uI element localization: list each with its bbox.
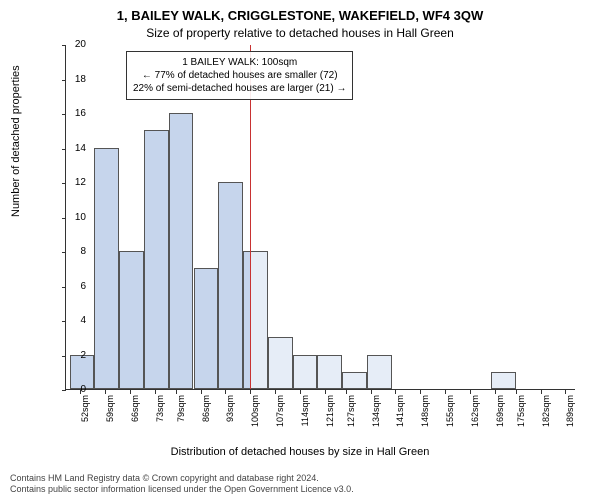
histogram-bar — [491, 372, 516, 389]
x-tick-label: 66sqm — [130, 395, 140, 435]
footer-text: Contains HM Land Registry data © Crown c… — [10, 473, 590, 496]
y-tick-label: 14 — [61, 143, 86, 154]
y-tick-label: 20 — [61, 39, 86, 50]
chart-subtitle: Size of property relative to detached ho… — [0, 26, 600, 40]
histogram-bar — [169, 113, 194, 389]
y-tick-label: 6 — [61, 281, 86, 292]
x-tick-label: 93sqm — [225, 395, 235, 435]
footer-line1: Contains HM Land Registry data © Crown c… — [10, 473, 319, 483]
x-tick-label: 73sqm — [155, 395, 165, 435]
x-tick-label: 107sqm — [275, 395, 285, 435]
annotation-box: 1 BAILEY WALK: 100sqm ← 77% of detached h… — [126, 51, 353, 100]
histogram-bar — [317, 355, 342, 390]
x-tick-label: 114sqm — [300, 395, 310, 435]
x-axis-label: Distribution of detached houses by size … — [0, 446, 600, 458]
y-tick-label: 2 — [61, 350, 86, 361]
y-tick-label: 8 — [61, 246, 86, 257]
x-tick-label: 134sqm — [371, 395, 381, 435]
x-tick-label: 182sqm — [541, 395, 551, 435]
x-tick-label: 175sqm — [516, 395, 526, 435]
y-axis-label: Number of detached properties — [10, 65, 22, 217]
histogram-bar — [268, 337, 293, 389]
histogram-bar — [119, 251, 144, 389]
y-tick-label: 4 — [61, 315, 86, 326]
x-tick-label: 162sqm — [470, 395, 480, 435]
x-tick-label: 141sqm — [395, 395, 405, 435]
x-tick-label: 127sqm — [346, 395, 356, 435]
y-tick-label: 10 — [61, 212, 86, 223]
x-tick-label: 52sqm — [80, 395, 90, 435]
histogram-bar — [194, 268, 219, 389]
x-tick-label: 100sqm — [250, 395, 260, 435]
y-tick-label: 0 — [61, 384, 86, 395]
annot-line1: 1 BAILEY WALK: 100sqm — [182, 57, 297, 68]
x-tick-label: 121sqm — [325, 395, 335, 435]
x-tick-label: 86sqm — [201, 395, 211, 435]
x-tick-label: 189sqm — [565, 395, 575, 435]
footer-line2: Contains public sector information licen… — [10, 484, 354, 494]
y-tick-label: 12 — [61, 177, 86, 188]
histogram-bar — [293, 355, 318, 390]
histogram-bar — [144, 130, 169, 389]
x-tick-label: 155sqm — [445, 395, 455, 435]
y-tick-label: 18 — [61, 74, 86, 85]
x-tick-label: 169sqm — [495, 395, 505, 435]
annot-line3: 22% of semi-detached houses are larger (… — [133, 83, 346, 94]
chart-title: 1, BAILEY WALK, CRIGGLESTONE, WAKEFIELD,… — [0, 8, 600, 23]
chart-area: 52sqm59sqm66sqm73sqm79sqm86sqm93sqm100sq… — [65, 45, 575, 390]
x-tick-label: 79sqm — [176, 395, 186, 435]
annot-line2: ← 77% of detached houses are smaller (72… — [142, 70, 338, 81]
histogram-bar — [250, 251, 268, 389]
histogram-bar — [243, 251, 250, 389]
histogram-bar — [342, 372, 367, 389]
histogram-bar — [94, 148, 119, 390]
histogram-bar — [218, 182, 243, 389]
x-tick-label: 148sqm — [420, 395, 430, 435]
y-tick-label: 16 — [61, 108, 86, 119]
histogram-bar — [367, 355, 392, 390]
x-tick-label: 59sqm — [105, 395, 115, 435]
